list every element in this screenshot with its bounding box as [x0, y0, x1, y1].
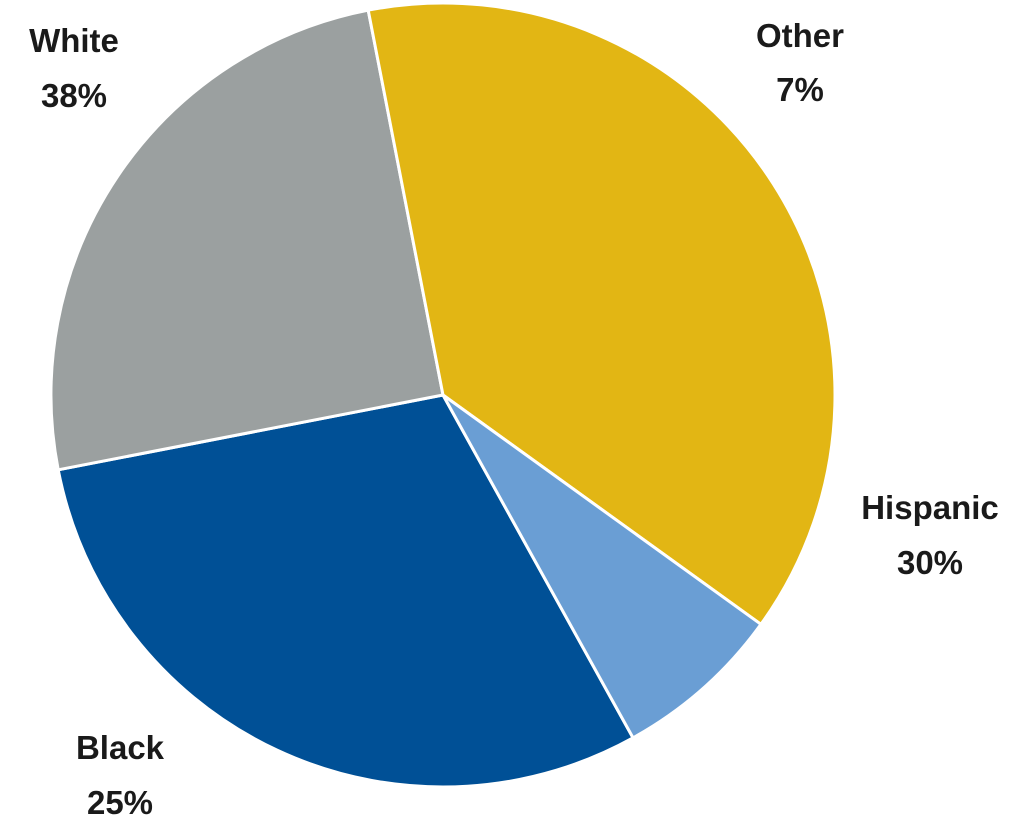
pie-slice-white — [366, 1, 837, 626]
pie-slice-black — [49, 8, 445, 472]
label-black-name: Black — [76, 729, 165, 766]
pie-slice-other — [441, 393, 763, 740]
label-other-value: 7% — [776, 71, 824, 108]
label-hispanic-name: Hispanic — [861, 489, 999, 526]
label-other-name: Other — [756, 17, 844, 54]
label-hispanic-value: 30% — [897, 544, 963, 581]
pie-slice-hispanic — [56, 393, 635, 789]
label-white-value: 38% — [41, 77, 107, 114]
label-black-value: 25% — [87, 784, 153, 818]
label-white-name: White — [29, 22, 119, 59]
pie-slices — [49, 1, 837, 789]
